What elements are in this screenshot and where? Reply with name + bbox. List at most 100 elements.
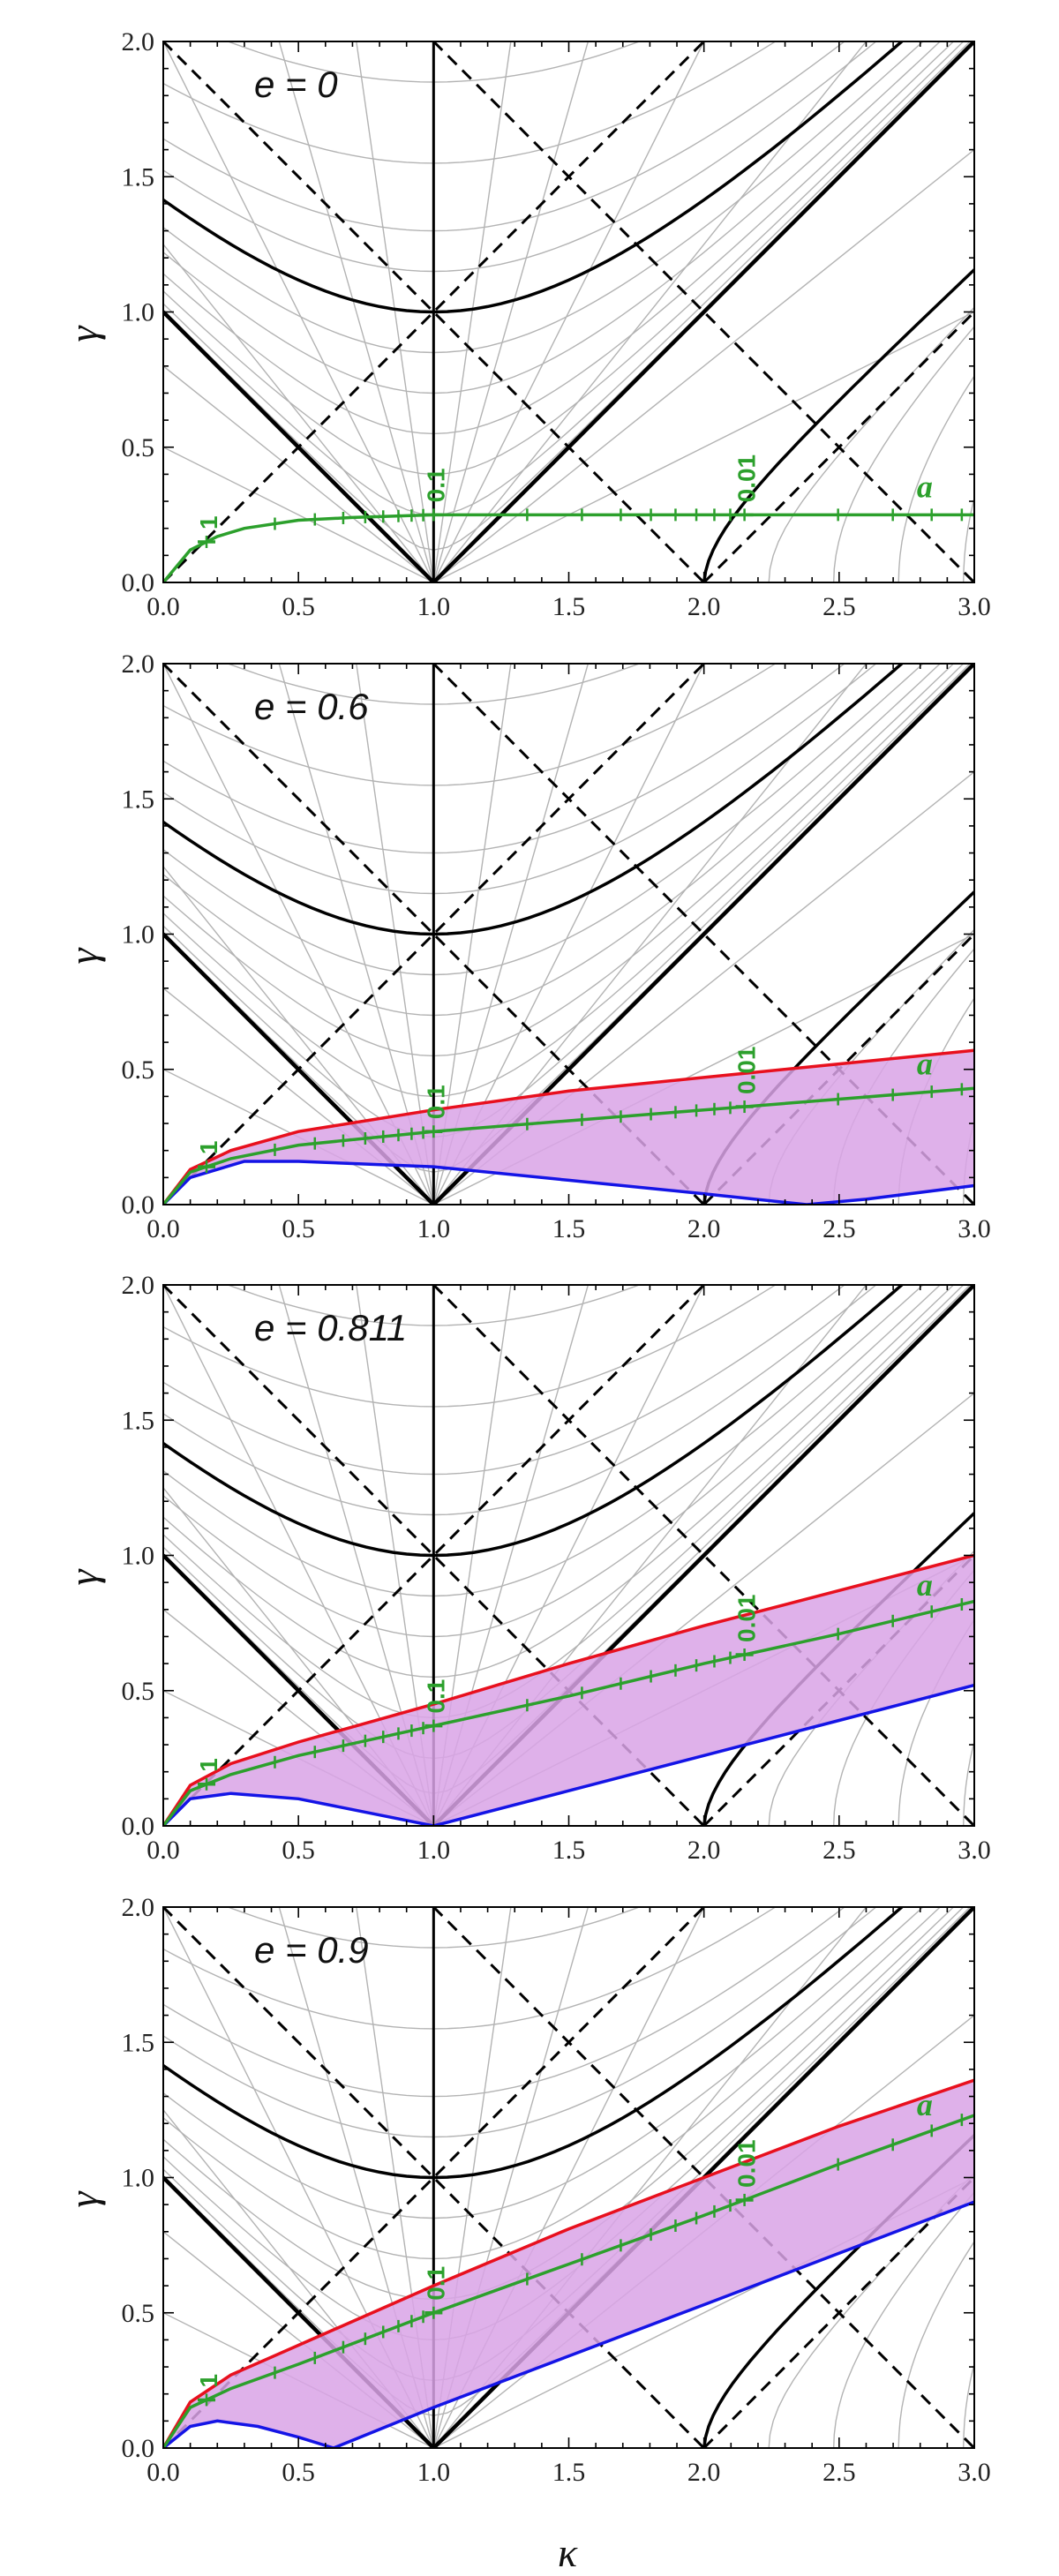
grid-hyperbola-right — [1028, 1894, 1059, 2448]
red-curve — [163, 1553, 974, 1826]
grid-hyperbola — [163, 1285, 777, 1408]
red-curve — [163, 2078, 974, 2448]
y-axis-title: γ — [61, 947, 106, 965]
grid-ray — [356, 664, 435, 1205]
grid-ray — [433, 311, 974, 582]
x-tick-label: 3.0 — [958, 1214, 991, 1243]
x-tick-label: 2.0 — [687, 2458, 721, 2487]
x-tick-label: 0.0 — [146, 592, 180, 621]
grid-ray — [163, 1285, 434, 1826]
grid-ray — [163, 41, 434, 582]
grid-hyperbola — [163, 41, 942, 394]
grid-hyperbola-right — [963, 1117, 974, 1205]
y-tick-label: 0.0 — [122, 1190, 155, 1220]
grid-ray — [163, 1608, 434, 1826]
grid-hyperbola — [163, 664, 955, 1057]
grid-hyperbola-right — [833, 1569, 974, 1826]
x-tick-label: 3.0 — [958, 592, 991, 621]
grid-hyperbola — [163, 1285, 965, 1719]
grid-hyperbola — [163, 41, 974, 551]
grid-ray — [432, 664, 512, 1205]
reference-curves — [163, 41, 974, 582]
x-axis-title: κ — [558, 2530, 578, 2575]
green-curve-label: a — [917, 2087, 933, 2122]
x-tick-label: 1.5 — [552, 1214, 586, 1243]
x-tick-label: 2.0 — [687, 1214, 721, 1243]
y-axis-title: γ — [61, 1568, 106, 1586]
x-tick-label: 0.5 — [282, 1836, 315, 1865]
grid-hyperbola — [163, 1907, 942, 2260]
grid-ray — [163, 364, 434, 582]
grid-ray — [356, 41, 435, 582]
plot-area — [163, 664, 974, 1205]
grid-ray — [163, 1689, 434, 1826]
grid-hyperbola — [163, 664, 965, 1098]
green-tick-label: 1 — [195, 515, 222, 529]
grid-hyperbola — [163, 41, 877, 273]
dashed-diagonal-down — [163, 1907, 705, 2448]
grid-hyperbola-right — [768, 1550, 974, 1826]
x-tick-label: 2.5 — [822, 2458, 856, 2487]
green-tick-label: 1 — [195, 1141, 222, 1155]
grid-ray — [163, 243, 434, 582]
y-tick-label: 2.0 — [122, 27, 155, 56]
x-tick-label: 2.5 — [822, 592, 856, 621]
dashed-diagonal-down — [163, 41, 705, 582]
y-tick-label: 0.0 — [122, 568, 155, 597]
grid-hyperbola — [163, 664, 972, 1138]
x-tick-label: 0.5 — [282, 592, 315, 621]
grid-hyperbola — [226, 41, 642, 83]
dashed-secondary — [432, 1907, 974, 2448]
grid-ray — [163, 1068, 434, 1205]
blue-curve — [163, 2200, 974, 2448]
dashed-diagonal-up — [163, 1285, 705, 1826]
x-tick-label: 1.0 — [417, 592, 451, 621]
grid-hyperbola — [163, 664, 777, 786]
grid-hyperbola — [163, 1285, 942, 1638]
y-axis-title: γ — [61, 325, 106, 342]
x-tick-label: 2.0 — [687, 1836, 721, 1865]
dashed-diagonal-up — [163, 664, 705, 1205]
y-tick-label: 2.0 — [122, 1271, 155, 1300]
panel-4: 1 0.1 0.01 a 0.0 0.5 1.0 1.5 2.0 2.5 3.0 0.0 0.5 1.0 1… — [61, 1893, 1059, 2487]
x-tick-label: 1.5 — [552, 592, 586, 621]
grid-ray — [163, 664, 434, 1205]
panel-label: e = 0.811 — [254, 1307, 407, 1348]
grid-curves — [163, 28, 1059, 582]
green-curve-label: a — [917, 469, 933, 504]
v-right-arm — [432, 41, 974, 582]
grid-hyperbola-right — [898, 1618, 974, 1826]
grid-ray — [163, 865, 434, 1205]
x-tick-label: 2.5 — [822, 1214, 856, 1243]
grid-ray — [278, 41, 435, 582]
grid-hyperbola-right — [1028, 28, 1059, 582]
upper-hyperbola — [163, 1907, 905, 2180]
shaded-band — [163, 1555, 974, 1826]
y-tick-label: 0.5 — [122, 433, 155, 462]
green-tick-label: 0.1 — [422, 1085, 449, 1119]
grid-hyperbola — [163, 664, 924, 976]
grid-hyperbola — [226, 1285, 642, 1326]
y-tick-label: 0.0 — [122, 1812, 155, 1841]
axis-ticks — [162, 663, 975, 1205]
grid-hyperbola — [163, 1907, 777, 2030]
grid-ray — [433, 2176, 974, 2448]
grid-hyperbola — [163, 41, 965, 476]
x-tick-label: 0.0 — [146, 1214, 180, 1243]
upper-hyperbola — [163, 664, 905, 936]
plot-area — [163, 1285, 974, 1826]
grid-ray — [432, 664, 590, 1205]
green-tick-label: 1 — [195, 2374, 222, 2388]
grid-hyperbola — [163, 41, 924, 354]
y-axis-title: γ — [61, 2190, 106, 2208]
grid-hyperbola-right — [898, 2240, 974, 2448]
grid-hyperbola — [163, 664, 846, 854]
x-tick-label: 0.5 — [282, 1214, 315, 1243]
grid-hyperbola — [163, 664, 877, 895]
grid-hyperbola — [226, 664, 642, 705]
grid-ray — [432, 41, 705, 582]
grid-hyperbola — [163, 1907, 924, 2219]
x-tick-label: 3.0 — [958, 2458, 991, 2487]
y-tick-label: 0.5 — [122, 1677, 155, 1706]
